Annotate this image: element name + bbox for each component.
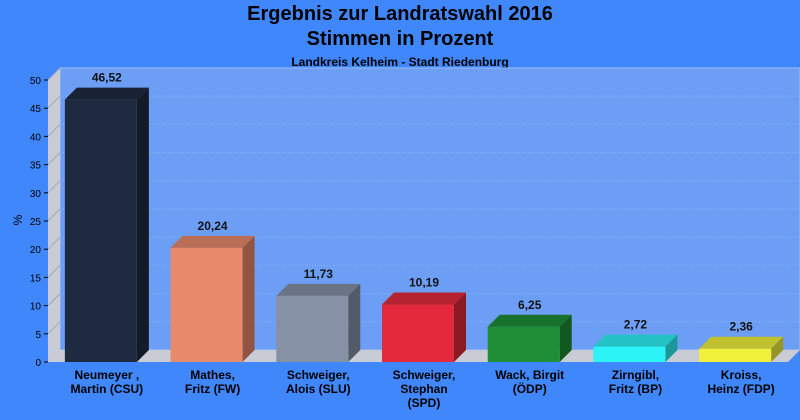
gridline-side [47, 208, 61, 222]
x-tick-label: Mathes, Fritz (FW) [185, 368, 240, 396]
gridline-side [47, 293, 61, 306]
bar-group [487, 314, 572, 362]
bar-top [382, 292, 466, 305]
gridline-side [47, 180, 61, 194]
bar-side [665, 334, 678, 362]
y-tick-label: 5 [35, 330, 41, 341]
bar-value-label: 10,19 [409, 276, 439, 290]
gridline-side [47, 265, 61, 278]
bar-top [170, 235, 255, 248]
bar [593, 346, 666, 362]
y-tick-label: 0 [35, 358, 41, 369]
bar-value-label: 6,25 [518, 298, 542, 312]
bar [64, 99, 137, 362]
y-tick-label: 15 [30, 273, 42, 284]
bar-side [348, 283, 361, 362]
gridline-side [47, 124, 61, 137]
bar-side [771, 336, 784, 362]
chart-title: Ergebnis zur Landratswahl 2016 [247, 3, 553, 25]
bar-group [699, 336, 784, 362]
bar-side [454, 292, 466, 362]
gridline-side [47, 236, 61, 250]
bar-side [242, 235, 255, 362]
bar-value-label: 11,73 [304, 267, 334, 281]
bar [382, 304, 454, 362]
y-tick-label: 20 [30, 245, 42, 256]
gridline-side [47, 152, 61, 165]
y-tick-label: 45 [30, 104, 42, 115]
bar-side [559, 314, 572, 362]
bar [487, 326, 560, 362]
bar-top [276, 283, 361, 296]
gridline-side [47, 67, 61, 81]
bar-value-label: 2,36 [729, 320, 753, 334]
x-tick-label: Wack, Birgit (ÖDP) [495, 368, 564, 396]
gridline-side [47, 321, 61, 335]
bar-group [593, 334, 678, 362]
bar [170, 247, 243, 362]
bar-top [487, 314, 572, 327]
y-tick-label: 35 [30, 161, 42, 172]
y-axis-label: % [11, 214, 25, 225]
x-tick-label: Schweiger, Stephan (SPD) [393, 368, 456, 410]
bar-group [64, 87, 149, 362]
bar [276, 295, 349, 362]
x-tick-label: Kroiss, Heinz (FDP) [707, 368, 774, 396]
bar-top [699, 336, 784, 349]
y-tick-label: 30 [30, 189, 42, 200]
chart-subtitle: Landkreis Kelheim - Stadt Riedenburg [291, 55, 509, 69]
bar-group [382, 292, 466, 362]
y-tick-label: 25 [30, 217, 42, 228]
x-tick-label: Neumeyer , Martin (CSU) [71, 368, 144, 396]
bar-group [276, 283, 361, 362]
x-tick-label: Schweiger, Alois (SLU) [286, 368, 351, 396]
y-tick-label: 40 [30, 132, 42, 143]
gridline-side [47, 95, 61, 109]
bar-value-label: 20,24 [198, 219, 228, 233]
x-tick-label: Zirngibl, Fritz (BP) [609, 368, 662, 396]
bar [699, 348, 772, 362]
bar-value-label: 46,52 [92, 71, 122, 85]
bar-side [136, 87, 149, 362]
bar-top [593, 334, 678, 347]
chart-title-line-2: Stimmen in Prozent [306, 28, 494, 50]
y-tick-label: 10 [30, 302, 42, 313]
y-tick-label: 50 [30, 76, 42, 87]
bar-top [64, 87, 149, 100]
bar-value-label: 2,72 [624, 318, 648, 332]
bar-group [170, 235, 255, 362]
